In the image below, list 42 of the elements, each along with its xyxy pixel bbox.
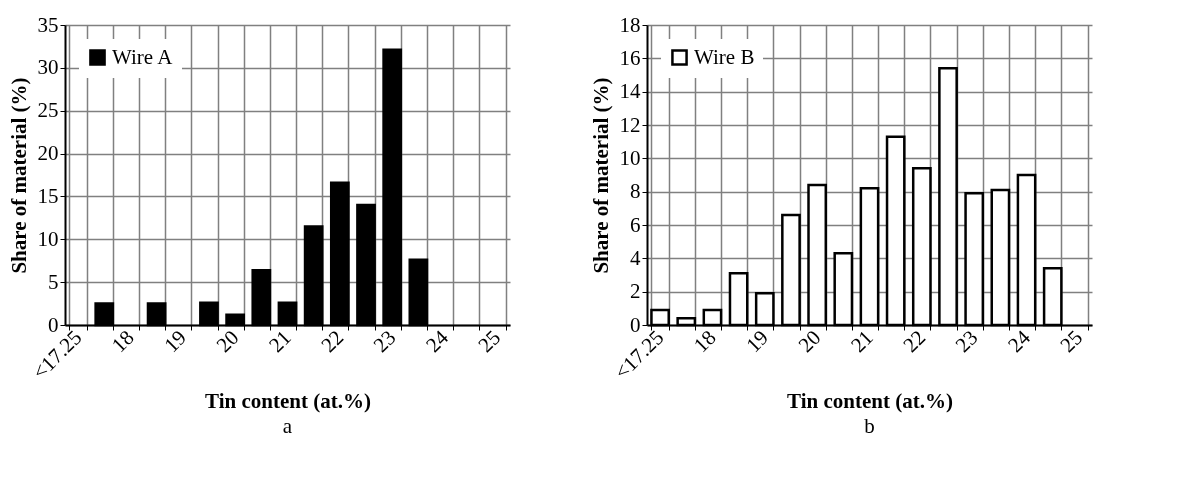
- x-tick-label: 22: [316, 325, 349, 358]
- y-tick-label: 0: [630, 312, 641, 337]
- y-tick-label: 8: [630, 179, 641, 204]
- x-tick-label: 21: [845, 325, 878, 358]
- legend-label: Wire A: [112, 44, 174, 69]
- x-tick-label: 24: [421, 324, 454, 358]
- y-tick-label: 18: [619, 12, 641, 37]
- y-tick-label: 35: [37, 12, 59, 37]
- x-tick-label: 18: [688, 325, 721, 358]
- y-tick-label: 4: [630, 245, 641, 270]
- x-tick-label: 20: [793, 325, 826, 358]
- x-tick-label: 18: [106, 325, 139, 358]
- x-tick-label: 21: [263, 325, 296, 358]
- text: b: [864, 413, 875, 438]
- y-tick-label: 30: [37, 55, 59, 80]
- x-axis-title: Tin content (at.%): [205, 389, 371, 414]
- x-tick-label: 20: [211, 325, 244, 358]
- x-tick-label: 19: [159, 325, 192, 358]
- x-tick-label: 24: [1003, 324, 1036, 358]
- x-tick-label: 19: [741, 325, 774, 358]
- y-axis-title: Share of material (%): [6, 77, 31, 274]
- y-tick-label: 5: [48, 269, 59, 294]
- y-tick-label: 10: [619, 145, 641, 170]
- x-tick-label: 25: [473, 325, 506, 358]
- y-tick-label: 0: [48, 312, 59, 337]
- text: a: [282, 413, 293, 438]
- x-tick-label: 23: [950, 325, 983, 358]
- y-axis-title: Share of material (%): [588, 77, 613, 274]
- y-tick-label: 6: [630, 212, 641, 237]
- y-tick-label: 12: [619, 112, 641, 137]
- x-tick-label: 23: [368, 325, 401, 358]
- x-tick-label: 22: [898, 325, 931, 358]
- y-tick-label: 10: [37, 226, 59, 251]
- y-tick-label: 2: [630, 279, 641, 304]
- x-axis-title: Tin content (at.%): [787, 389, 953, 414]
- x-tick-label: 25: [1055, 325, 1088, 358]
- y-tick-label: 14: [619, 79, 641, 104]
- y-tick-label: 25: [37, 98, 59, 123]
- legend-label: Wire B: [694, 44, 755, 69]
- y-tick-label: 16: [619, 45, 641, 70]
- y-tick-label: 15: [37, 183, 59, 208]
- y-tick-label: 20: [37, 141, 59, 166]
